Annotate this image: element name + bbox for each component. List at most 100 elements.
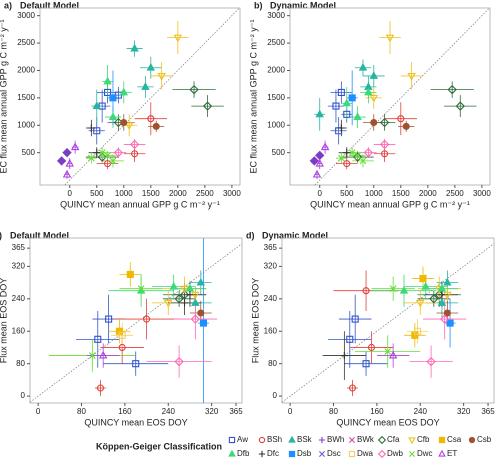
point bbox=[351, 315, 359, 323]
x-tick-label: 2000 bbox=[169, 189, 187, 198]
point bbox=[70, 142, 80, 151]
y-tick-label: 500 bbox=[22, 148, 36, 157]
point bbox=[399, 285, 409, 294]
point bbox=[62, 147, 72, 158]
point bbox=[407, 73, 416, 81]
point bbox=[173, 34, 183, 43]
point bbox=[438, 291, 446, 299]
x-tick-label: 320 bbox=[457, 407, 471, 416]
point bbox=[93, 149, 101, 157]
point bbox=[354, 152, 361, 159]
y-tick-label: 0 bbox=[273, 391, 278, 400]
point bbox=[429, 294, 439, 304]
plot-frame bbox=[29, 237, 243, 404]
x-axis-label: QUINCY mean annual GPP g C m⁻² y⁻¹ bbox=[60, 199, 220, 209]
point bbox=[98, 350, 108, 359]
point bbox=[455, 101, 465, 111]
point bbox=[446, 319, 454, 327]
plot-area bbox=[309, 21, 477, 179]
point bbox=[340, 351, 348, 360]
legend-marker bbox=[288, 435, 296, 443]
legend-label: Dwc bbox=[417, 449, 433, 458]
x-tick-label: 0 bbox=[68, 189, 73, 198]
y-tick-label: 2000 bbox=[17, 66, 35, 75]
point bbox=[103, 76, 112, 85]
point bbox=[389, 285, 397, 293]
point bbox=[88, 352, 96, 359]
x-tick-label: 160 bbox=[118, 407, 132, 416]
point bbox=[131, 150, 139, 158]
legend-label: Csb bbox=[477, 435, 492, 444]
point bbox=[108, 112, 118, 120]
point bbox=[174, 294, 184, 304]
point bbox=[164, 299, 173, 308]
point bbox=[191, 291, 200, 300]
point bbox=[348, 94, 356, 102]
point bbox=[402, 122, 410, 130]
point bbox=[337, 124, 345, 132]
point bbox=[186, 291, 194, 299]
point bbox=[65, 158, 74, 167]
point bbox=[364, 87, 373, 96]
legend-label: Dwb bbox=[387, 449, 404, 458]
point bbox=[132, 360, 140, 368]
point bbox=[414, 327, 422, 335]
x-tick-label: 365 bbox=[229, 407, 243, 416]
point bbox=[129, 139, 140, 150]
y-tick-label: 0 bbox=[21, 391, 26, 400]
plot-frame bbox=[39, 7, 241, 186]
point bbox=[359, 157, 367, 165]
point bbox=[388, 350, 398, 359]
y-tick-label: 365 bbox=[12, 243, 26, 252]
legend-marker bbox=[348, 450, 356, 458]
point bbox=[447, 84, 457, 95]
point bbox=[343, 149, 351, 157]
plot-frame bbox=[289, 7, 491, 186]
y-tick-label: 80 bbox=[268, 359, 277, 368]
point bbox=[362, 360, 370, 368]
legend-marker bbox=[409, 451, 415, 457]
x-tick-label: 1500 bbox=[392, 189, 410, 198]
x-tick-label: 160 bbox=[370, 407, 384, 416]
point bbox=[143, 315, 151, 323]
x-axis-label: QUINCY mean EOS DOY bbox=[84, 417, 187, 427]
y-axis-label: EC flux mean annual GPP g C m⁻² y⁻¹ bbox=[0, 20, 8, 174]
x-tick-label: 320 bbox=[205, 407, 219, 416]
legend-marker bbox=[349, 437, 355, 443]
point bbox=[362, 287, 370, 295]
point bbox=[141, 82, 150, 90]
legend-label: Cfa bbox=[387, 435, 400, 444]
legend-marker bbox=[288, 450, 296, 458]
legend-label: BWk bbox=[357, 435, 375, 444]
point bbox=[174, 356, 184, 367]
point bbox=[416, 299, 425, 308]
point bbox=[179, 290, 190, 300]
point bbox=[98, 149, 106, 157]
point bbox=[109, 94, 117, 102]
x-tick-label: 3000 bbox=[223, 189, 241, 198]
point bbox=[113, 147, 124, 158]
point bbox=[342, 98, 351, 107]
legend-marker bbox=[468, 436, 476, 444]
point bbox=[384, 348, 392, 355]
y-tick-label: 2000 bbox=[267, 66, 285, 75]
y-tick-label: 240 bbox=[264, 294, 278, 303]
y-tick-label: 320 bbox=[12, 261, 26, 270]
point bbox=[370, 118, 378, 127]
x-tick-label: 0 bbox=[318, 189, 323, 198]
legend-label: Dsc bbox=[327, 449, 341, 458]
y-tick-label: 1000 bbox=[17, 120, 35, 129]
point bbox=[130, 43, 139, 52]
y-tick-label: 1500 bbox=[17, 93, 35, 102]
plot-area bbox=[48, 238, 218, 403]
point bbox=[96, 384, 105, 392]
legend-label: Dsb bbox=[297, 449, 312, 458]
point bbox=[180, 285, 189, 294]
point bbox=[379, 117, 390, 128]
point bbox=[437, 283, 447, 292]
panel-title: Dynamic Model bbox=[262, 230, 328, 240]
point bbox=[94, 335, 102, 343]
point bbox=[197, 309, 205, 317]
point bbox=[169, 281, 178, 290]
